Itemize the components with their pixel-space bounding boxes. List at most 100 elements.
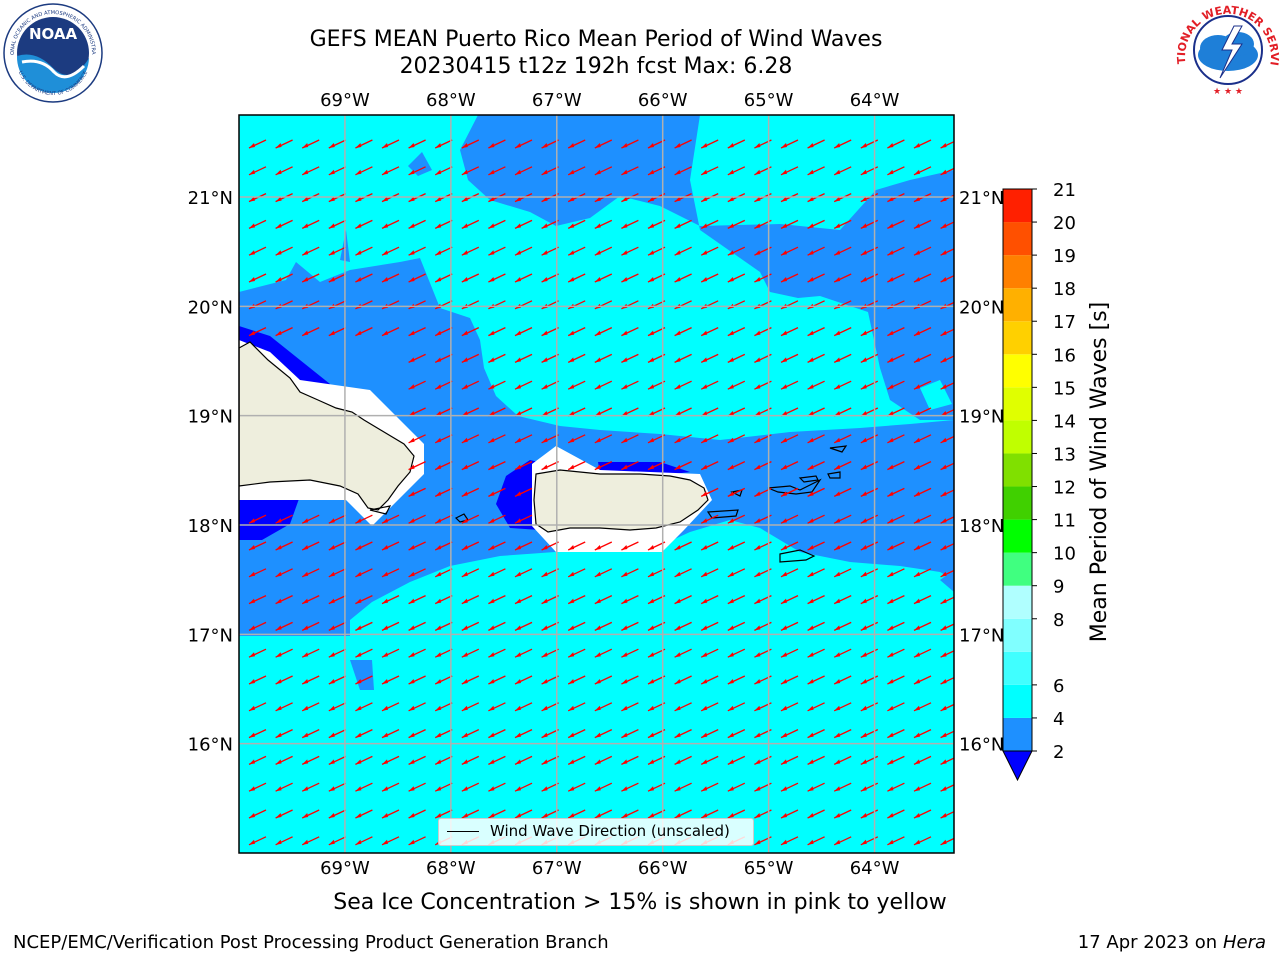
wind-wave-arrow [807,434,825,444]
colorbar-tick-label: 10 [1053,544,1076,565]
chart-subtitle: 20230415 t12z 192h fcst Max: 6.28 [399,54,793,79]
wind-wave-arrow [700,273,719,283]
wind-wave-arrow [807,461,825,471]
wind-wave-arrow [488,809,506,819]
wind-wave-arrow [621,219,639,229]
lon-label-bottom: 65°W [744,858,794,879]
wind-wave-arrow [621,273,639,283]
wind-wave-arrow [700,461,719,471]
wind-wave-arrow [700,139,719,149]
wind-wave-arrow [674,541,692,551]
wind-wave-arrow [621,702,639,712]
wind-wave-arrow [780,461,799,471]
wind-wave-arrow [807,755,825,765]
wind-wave-arrow [833,702,852,712]
wind-wave-arrow [887,461,905,471]
wind-wave-arrow [488,434,506,444]
wind-wave-arrow [488,273,506,283]
wind-wave-arrow [328,648,347,658]
wind-wave-arrow [461,541,480,551]
wind-wave-arrow [940,676,954,685]
wind-wave-arrow [887,755,905,765]
wind-wave-arrow [541,755,559,765]
wind-wave-arrow [248,729,267,739]
noaa-logo-text: NOAA [29,25,78,43]
wind-wave-arrow [807,139,825,149]
wind-wave-arrow [833,782,852,792]
wind-wave-arrow [940,221,954,229]
wind-wave-arrow [833,461,852,471]
wind-wave-arrow [727,595,746,605]
wind-wave-arrow [913,273,932,283]
wind-wave-arrow [408,246,426,256]
wind-wave-arrow [594,407,613,417]
wind-wave-arrow [381,702,400,712]
wind-wave-arrow [940,382,954,390]
wind-wave-arrow [807,246,825,256]
wind-wave-arrow [594,782,613,792]
map-gridlines [239,115,954,853]
footer-machine: Hera [1222,932,1266,953]
wind-wave-arrow [940,623,954,631]
wind-wave-arrow [328,273,347,283]
wind-wave-arrow [541,139,559,149]
wind-wave-arrow [700,246,719,256]
wind-wave-arrow [328,139,347,149]
period-under-2-region [239,326,330,392]
wind-wave-arrow [541,380,559,390]
wind-wave-arrow [674,139,692,149]
wind-wave-arrow [807,836,825,846]
lon-label-top: 65°W [744,90,794,111]
colorbar-tick-label: 6 [1053,676,1064,697]
wind-wave-arrow [940,248,954,256]
wind-wave-arrow [567,246,586,256]
wind-wave-arrow [913,621,932,631]
wind-wave-arrow [727,514,746,524]
wind-wave-arrow [275,595,293,605]
wind-wave-arrow [940,784,954,792]
wind-wave-arrow [461,487,480,497]
wind-wave-arrow [514,487,533,497]
wind-wave-arrow [833,809,852,819]
nws-logo: NATIONAL WEATHER SERVICE ★ ★ ★ [1176,0,1280,97]
wind-wave-arrow [301,782,320,792]
wind-wave-arrow [887,434,905,444]
wind-wave-arrow [674,380,692,390]
wind-wave-arrow [887,327,905,337]
wind-wave-arrow [727,434,746,444]
wind-wave-arrow [780,809,799,819]
wind-wave-arrow [727,327,746,337]
wind-wave-arrow [434,595,453,605]
wind-wave-arrow [381,836,400,846]
wind-wave-arrow [434,514,453,524]
lat-label-right: 21°N [959,188,1004,209]
wind-wave-arrow [727,246,746,256]
wind-wave-arrow [567,729,586,739]
wind-wave-arrow [461,755,480,765]
wind-wave-arrow [301,621,320,631]
wind-wave-arrow [807,407,825,417]
wind-wave-arrow [248,219,267,229]
wind-wave-arrow [514,568,533,578]
wind-wave-arrow [807,675,825,685]
wind-wave-arrow [248,648,267,658]
land-st-croix [779,549,816,563]
wind-wave-arrow [461,353,480,363]
wind-wave-arrow [355,675,373,685]
wind-wave-arrow [355,648,373,658]
wind-wave-arrow [434,621,453,631]
wind-wave-arrow [780,621,799,631]
map-axis-labels: 69°W 69°W 68°W 68°W 67°W 67°W 66°W 66°W 65°W 65°W… [188,90,1005,879]
wind-wave-arrow [461,461,480,471]
wind-wave-arrow [727,273,746,283]
noaa-logo: NOAA NATIONAL OCEANIC AND ATMOSPHERIC AD… [2,2,103,103]
wind-wave-arrow [275,836,293,846]
wind-wave-arrow [621,246,639,256]
wind-wave-arrow [514,461,533,471]
wind-wave-arrow [275,675,293,685]
wind-wave-arrow [275,273,293,283]
wind-wave-arrow [940,516,954,524]
wind-wave-arrow [514,434,533,444]
wind-wave-arrow [913,755,932,765]
wind-wave-arrow [727,729,746,739]
